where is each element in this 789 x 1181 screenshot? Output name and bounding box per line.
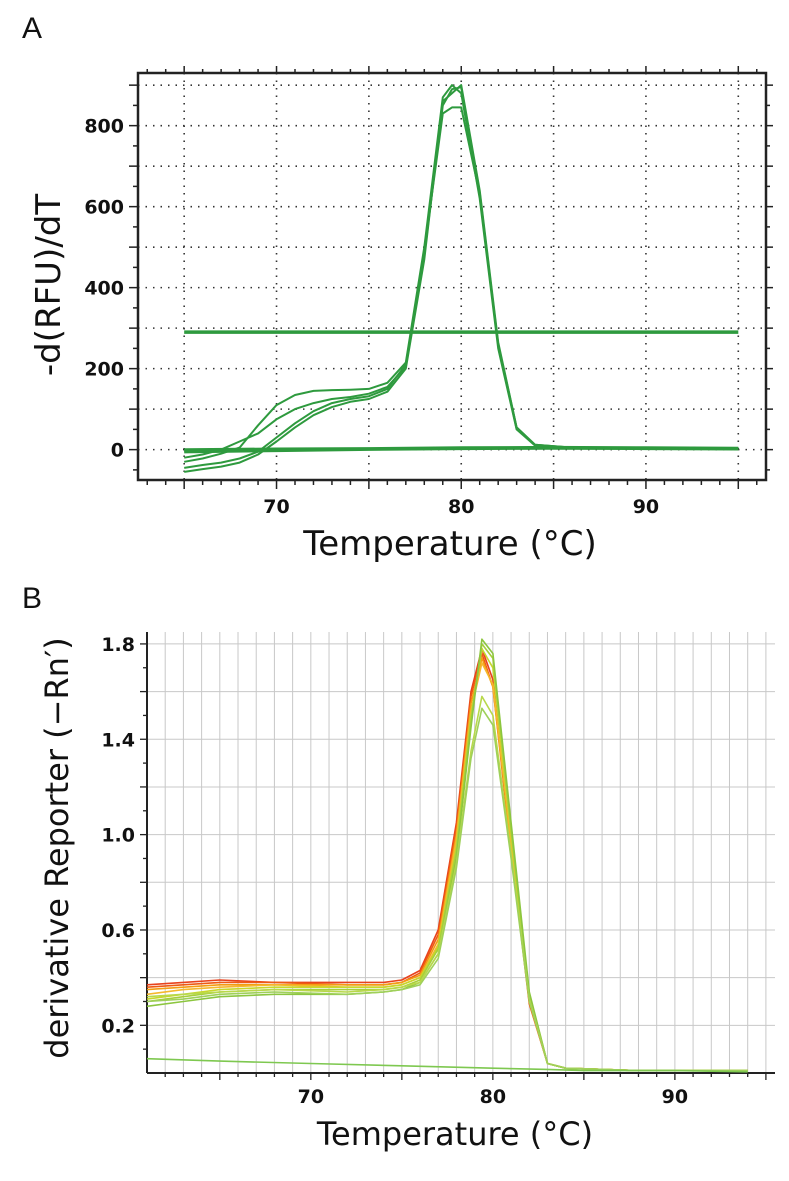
chart-a-plot-frame: [136, 71, 768, 482]
chart-b: 70 80 90 0.20.61.01.41.8 Temperature (°C) …: [38, 632, 775, 1153]
series-line: [146, 657, 748, 1072]
chart-a-series: [184, 84, 739, 473]
panel-a-letter: A: [22, 12, 42, 45]
series-line: [146, 707, 748, 1072]
x-tick-label: 80: [448, 496, 474, 518]
chart-b-series: [146, 638, 748, 1073]
series-line: [146, 662, 748, 1072]
series-line: [184, 447, 739, 454]
chart-b-x-ticks: 70 80 90: [164, 1073, 767, 1108]
chart-a-grid: [138, 73, 766, 480]
series-line: [146, 647, 748, 1072]
chart-a-x-axis-label: Temperature (°C): [302, 524, 596, 564]
y-tick-label: 600: [84, 197, 124, 219]
x-tick-label: 90: [662, 1086, 688, 1108]
y-tick-label: 1.8: [101, 634, 135, 656]
x-tick-label: 90: [633, 496, 659, 518]
chart-a: 70 80 90 0 200 400 600 800 Temperature (°C) -d…: [29, 66, 773, 564]
x-tick-label: 70: [298, 1086, 324, 1108]
series-line: [146, 652, 748, 1072]
series-line: [146, 643, 748, 1072]
y-tick-label: 0: [111, 440, 124, 462]
chart-a-x-ticks: 70 80 90: [146, 66, 758, 518]
series-line: [146, 647, 748, 1072]
series-line: [146, 638, 748, 1072]
chart-b-y-ticks: 0.2 0.6 1.0 1.4 1.8: [101, 634, 147, 1050]
x-tick-label: 80: [480, 1086, 506, 1108]
x-tick-label: 70: [263, 496, 289, 518]
chart-a-y-axis-label: -d(RFU)/dT: [29, 194, 69, 376]
y-tick-label: 1.4: [101, 729, 135, 751]
panel-b-letter: B: [22, 582, 42, 615]
y-tick-label: 800: [84, 116, 124, 138]
chart-b-y-axis-label: derivative Reporter (−Rn′): [38, 637, 76, 1058]
y-tick-label: 1.0: [101, 825, 135, 847]
chart-b-axes: [146, 632, 775, 1074]
y-tick-label: 0.6: [101, 920, 135, 942]
chart-a-y-ticks: 0 200 400 600 800: [84, 84, 773, 471]
y-tick-label: 400: [84, 278, 124, 300]
y-tick-label: 0.2: [101, 1015, 135, 1037]
chart-b-x-axis-label: Temperature (°C): [316, 1115, 593, 1153]
y-tick-label: 200: [84, 359, 124, 381]
chart-b-grid: [147, 632, 775, 1073]
series-line: [184, 86, 739, 459]
series-line: [146, 1057, 748, 1073]
